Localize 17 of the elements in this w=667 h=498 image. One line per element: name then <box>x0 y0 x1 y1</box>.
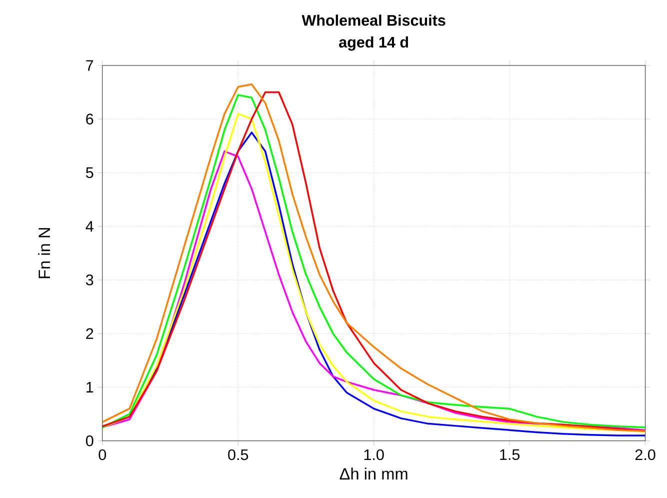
y-tick-label: 2 <box>86 328 94 339</box>
y-tick-label: 7 <box>86 60 94 71</box>
x-tick-label: 1.5 <box>500 449 520 460</box>
y-tick-label: 5 <box>86 167 94 178</box>
x-tick-label: 0 <box>98 449 106 460</box>
chart-subtitle: aged 14 d <box>339 36 408 51</box>
x-axis-title: Δh in mm <box>340 468 408 480</box>
chart-title: Wholemeal Biscuits <box>302 14 446 26</box>
y-axis-title: Fn in N <box>38 228 50 278</box>
x-tick-label: 0.5 <box>228 449 248 460</box>
x-tick-label: 1.0 <box>364 449 384 460</box>
y-tick-label: 4 <box>86 220 94 232</box>
y-tick-label: 1 <box>86 382 94 392</box>
x-tick-label: 2.0 <box>635 449 656 460</box>
y-tick-label: 3 <box>86 274 94 286</box>
y-tick-label: 0 <box>86 435 94 446</box>
y-tick-label: 6 <box>86 114 94 124</box>
